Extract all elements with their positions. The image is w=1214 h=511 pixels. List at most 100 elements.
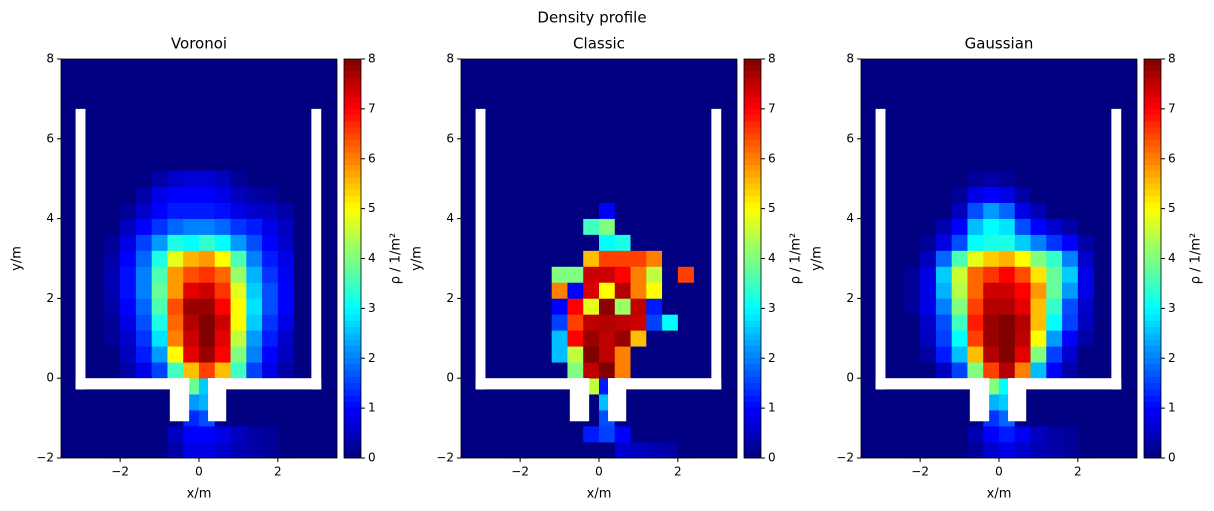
colorbar-segment bbox=[1144, 408, 1161, 415]
colorbar-segment bbox=[1144, 152, 1161, 160]
heat-cell bbox=[120, 394, 137, 411]
heat-cell bbox=[1014, 250, 1031, 267]
colorbar-segment bbox=[1144, 389, 1161, 397]
heat-cell bbox=[120, 298, 137, 315]
heat-cell bbox=[1014, 282, 1031, 299]
colorbar-tick-label: 2 bbox=[368, 351, 376, 365]
heat-cell bbox=[1030, 282, 1047, 299]
colorbar-tick-label: 8 bbox=[368, 52, 376, 66]
colorbar-segment bbox=[344, 352, 361, 359]
heat-cell bbox=[967, 426, 984, 443]
heat-cell bbox=[167, 314, 184, 331]
heat-cell bbox=[214, 266, 231, 283]
heat-cell bbox=[520, 186, 537, 203]
heat-cell bbox=[1030, 186, 1047, 203]
colorbar-segment bbox=[744, 221, 761, 228]
heat-cell bbox=[104, 186, 121, 203]
colorbar-segment bbox=[344, 401, 361, 409]
heat-cell bbox=[230, 330, 247, 347]
heat-cell bbox=[614, 234, 631, 251]
heat-cell bbox=[535, 186, 552, 203]
heat-cell bbox=[567, 346, 584, 363]
heat-cell bbox=[904, 202, 921, 219]
colorbar-segment bbox=[344, 158, 361, 166]
colorbar-segment bbox=[344, 308, 361, 316]
colorbar-segment bbox=[1144, 277, 1161, 284]
heat-cell bbox=[246, 394, 263, 411]
colorbar-tick-label: 0 bbox=[368, 451, 376, 465]
colorbar-segment bbox=[344, 383, 361, 390]
colorbar-segment bbox=[744, 102, 761, 110]
heat-cell bbox=[646, 170, 663, 187]
heat-cell bbox=[646, 234, 663, 251]
heat-cell bbox=[599, 346, 616, 363]
heat-cell bbox=[599, 170, 616, 187]
heat-cell bbox=[904, 170, 921, 187]
heat-cell bbox=[1062, 234, 1079, 251]
y-tick-label: 6 bbox=[846, 131, 854, 145]
heat-cell bbox=[999, 442, 1016, 459]
heat-cell bbox=[935, 346, 952, 363]
heat-cell bbox=[551, 330, 568, 347]
heat-cell bbox=[504, 250, 521, 267]
heat-cell bbox=[535, 410, 552, 427]
heat-cell bbox=[951, 346, 968, 363]
heat-cell bbox=[504, 202, 521, 219]
heat-cell bbox=[214, 442, 231, 459]
colorbar-segment bbox=[1144, 439, 1161, 446]
colorbar-segment bbox=[344, 146, 361, 153]
colorbar-tick-label: 3 bbox=[768, 301, 776, 315]
heat-cell bbox=[662, 218, 679, 235]
colorbar-segment bbox=[744, 258, 761, 266]
heat-cell bbox=[167, 442, 184, 459]
heat-cell bbox=[1077, 442, 1094, 459]
colorbar-segment bbox=[1144, 171, 1161, 178]
heat-cell bbox=[551, 170, 568, 187]
heat-cell bbox=[1030, 426, 1047, 443]
colorbar-segment bbox=[744, 277, 761, 284]
heat-cell bbox=[920, 314, 937, 331]
y-tick-label: 8 bbox=[846, 52, 854, 66]
heat-cell bbox=[614, 282, 631, 299]
heat-cell bbox=[599, 362, 616, 379]
heat-cell bbox=[120, 314, 137, 331]
heat-cell bbox=[214, 250, 231, 267]
colorbar-segment bbox=[744, 352, 761, 359]
heat-cell bbox=[199, 234, 216, 251]
colorbar-segment bbox=[744, 302, 761, 309]
colorbar-tick-label: 8 bbox=[1168, 52, 1176, 66]
heat-cell bbox=[277, 346, 294, 363]
heat-cell bbox=[583, 170, 600, 187]
heat-cell bbox=[1046, 250, 1063, 267]
heat-cell bbox=[935, 250, 952, 267]
heat-cell bbox=[951, 330, 968, 347]
colorbar-segment bbox=[1144, 77, 1161, 85]
heat-cell bbox=[120, 282, 137, 299]
heat-cell bbox=[277, 266, 294, 283]
heat-cell bbox=[1014, 202, 1031, 219]
heat-cell bbox=[262, 410, 279, 427]
colorbar-segment bbox=[1144, 71, 1161, 79]
heat-cell bbox=[614, 314, 631, 331]
heat-cell bbox=[599, 234, 616, 251]
heat-cell bbox=[230, 202, 247, 219]
heat-cell bbox=[983, 330, 1000, 347]
heat-cell bbox=[551, 202, 568, 219]
heat-cell bbox=[183, 442, 200, 459]
heat-cell bbox=[1062, 362, 1079, 379]
colorbar-segment bbox=[744, 115, 761, 122]
heat-cell bbox=[614, 186, 631, 203]
heat-cell bbox=[504, 362, 521, 379]
heat-cell bbox=[583, 298, 600, 315]
heat-cell bbox=[262, 394, 279, 411]
heat-cell bbox=[999, 298, 1016, 315]
colorbar-segment bbox=[344, 115, 361, 122]
heat-cell bbox=[935, 266, 952, 283]
heat-cell bbox=[904, 410, 921, 427]
heat-cell bbox=[935, 282, 952, 299]
heat-cell bbox=[183, 266, 200, 283]
heat-cell bbox=[183, 202, 200, 219]
colorbar-segment bbox=[744, 308, 761, 316]
colorbar-segment bbox=[344, 252, 361, 259]
wall bbox=[75, 108, 86, 390]
